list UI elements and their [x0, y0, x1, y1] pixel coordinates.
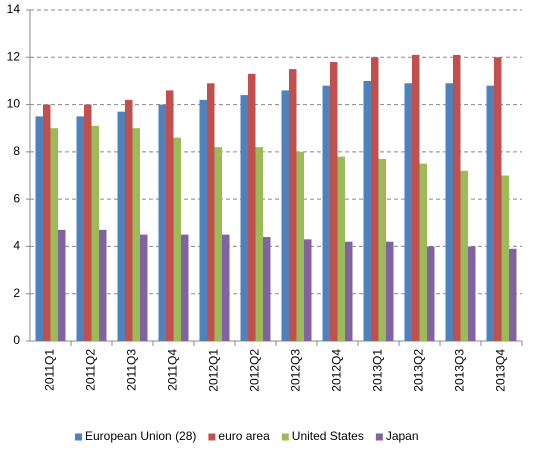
bar: [84, 104, 92, 341]
bar: [222, 234, 230, 341]
x-tick-label: 2013Q1: [371, 349, 385, 392]
y-tick-label: 8: [13, 144, 20, 158]
legend-swatch: [375, 433, 383, 441]
bar: [43, 104, 51, 341]
x-tick-label: 2013Q3: [453, 349, 467, 392]
x-tick-label: 2011Q3: [125, 349, 139, 391]
y-tick-label: 10: [7, 97, 21, 111]
bar: [371, 57, 379, 342]
bar: [140, 234, 148, 341]
bar: [427, 246, 435, 341]
bar: [468, 246, 476, 341]
bar: [281, 90, 289, 341]
bar: [263, 236, 271, 341]
y-tick-label: 6: [13, 191, 20, 205]
x-tick-label: 2012Q3: [289, 349, 303, 392]
bar: [214, 147, 222, 341]
x-tick-label: 2012Q4: [330, 349, 344, 392]
legend-label: euro area: [218, 429, 270, 443]
bar: [50, 128, 58, 341]
bar: [166, 90, 174, 341]
bar: [509, 248, 517, 341]
x-tick-label: 2011Q4: [166, 349, 180, 391]
bar: [486, 85, 494, 342]
legend-label: United States: [292, 429, 364, 443]
bar: [117, 111, 125, 342]
y-tick-label: 2: [13, 286, 20, 300]
bar: [304, 239, 312, 341]
y-tick-label: 14: [7, 2, 21, 16]
legend-label: Japan: [386, 429, 419, 443]
bar: [453, 54, 461, 342]
x-tick-label: 2012Q1: [207, 349, 221, 392]
bar: [494, 57, 502, 342]
bar: [158, 104, 166, 341]
bar: [460, 170, 468, 341]
bar: [181, 234, 189, 341]
x-tick-label: 2011Q2: [84, 349, 98, 391]
bar: [404, 83, 412, 342]
bar: [173, 137, 181, 341]
bar: [132, 128, 140, 341]
legend-swatch: [208, 433, 216, 441]
x-tick-label: 2013Q2: [412, 349, 426, 392]
bar: [248, 73, 256, 341]
bar: [255, 147, 263, 341]
bar: [345, 241, 353, 341]
bar: [322, 85, 330, 342]
bar: [296, 151, 304, 341]
bar: [240, 95, 248, 341]
bar: [125, 99, 133, 341]
bar: [289, 69, 297, 341]
legend-label: European Union (28): [85, 429, 196, 443]
bar: [419, 163, 427, 341]
bar: [76, 116, 84, 342]
y-tick-label: 12: [7, 49, 21, 63]
bar: [501, 175, 509, 341]
bar: [199, 99, 207, 341]
y-tick-label: 0: [13, 333, 20, 347]
x-tick-label: 2012Q2: [248, 349, 262, 392]
bar: [58, 229, 66, 341]
bar: [207, 83, 215, 342]
y-tick-label: 4: [13, 239, 20, 253]
bar: [35, 116, 43, 342]
bar: [337, 156, 345, 341]
bar: [330, 62, 338, 342]
bar: [412, 54, 420, 342]
bar: [386, 241, 394, 341]
legend-swatch: [281, 433, 289, 441]
bar: [378, 158, 386, 341]
legend-swatch: [75, 433, 82, 441]
bar: [99, 229, 107, 341]
x-tick-label: 2011Q1: [43, 349, 57, 391]
bar: [363, 80, 371, 341]
x-tick-label: 2013Q4: [494, 349, 508, 392]
bar: [445, 83, 453, 342]
bar: [91, 125, 99, 341]
